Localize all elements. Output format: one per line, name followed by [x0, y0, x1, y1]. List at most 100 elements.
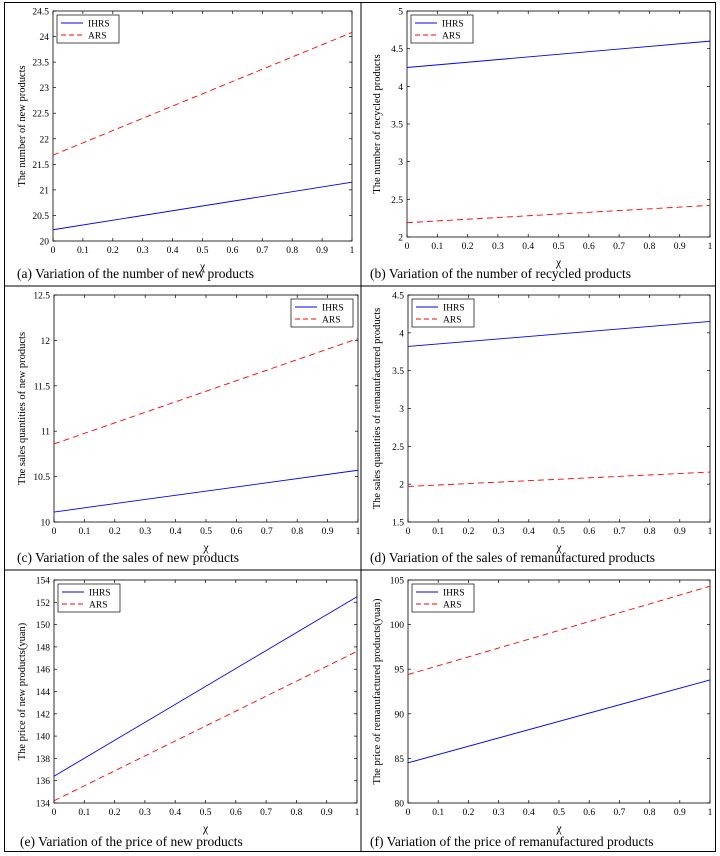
chart-panel-c: 0 0.1 0.2 0.3 0.4 0.5 0.6 0.7 0.8 0.9 1 10 10.5 11 11.…: [17, 292, 361, 566]
x-tick-label: 1: [708, 527, 713, 537]
plot-frame-a: [52, 10, 353, 242]
x-tick-label: 0.7: [613, 527, 625, 537]
series-line-ihrs: [406, 40, 711, 68]
x-tick-label: 0.8: [286, 246, 298, 256]
y-axis-label: The number of new products: [17, 65, 28, 186]
legend-box: [57, 583, 121, 613]
y-tick-label: 3: [398, 158, 403, 168]
legend: IHRS ARS: [57, 583, 121, 613]
legend-label-ihrs: IHRS: [443, 304, 465, 314]
x-tick-label: 1: [350, 246, 355, 256]
series-line-ars: [407, 585, 711, 675]
legend-box: [411, 583, 475, 613]
legend-box: [410, 14, 474, 44]
x-tick-label: 0: [52, 527, 57, 537]
legend-label-ihrs: IHRS: [443, 589, 465, 599]
x-tick-label: 0.9: [322, 527, 334, 537]
x-tick-label: 0.2: [109, 527, 121, 537]
y-tick-label: 24.5: [32, 8, 49, 18]
caption-d: (d) Variation of the sales of remanufact…: [370, 550, 655, 565]
x-tick-label: 0.4: [523, 527, 535, 537]
plot-frame-e: [53, 579, 358, 804]
x-tick-label: 0.3: [137, 246, 149, 256]
x-tick-label: 0.4: [522, 242, 534, 252]
series-line-ars: [52, 32, 353, 156]
y-tick-label: 105: [390, 577, 405, 587]
series-line-ihrs: [52, 181, 353, 231]
x-tick-label: 1: [355, 808, 360, 818]
y-tick-label: 150: [36, 621, 51, 631]
x-tick-label: 0: [406, 527, 411, 537]
x-tick-label: 0.7: [613, 242, 625, 252]
x-tick-label: 0.1: [78, 808, 90, 818]
legend-box: [411, 298, 475, 328]
y-tick-label: 23: [40, 84, 50, 94]
y-tick-label: 23.5: [32, 59, 49, 69]
caption-b: (b) Variation of the number of recycled …: [370, 266, 631, 281]
x-axis-label: χ: [202, 540, 209, 554]
y-tick-label: 2.5: [391, 196, 403, 206]
y-tick-label: 2: [399, 481, 404, 491]
chart-panel-f: 0 0.1 0.2 0.3 0.4 0.5 0.6 0.7 0.8 0.9 1 80 85 90 95 100…: [370, 577, 713, 850]
x-tick-label: 0.4: [523, 808, 535, 818]
x-tick-label: 0.9: [674, 527, 686, 537]
x-tick-label: 0: [406, 808, 411, 818]
x-tick-label: 0.6: [230, 527, 242, 537]
x-tick-label: 0.2: [462, 808, 474, 818]
plot-frame-d: [407, 294, 711, 523]
y-tick-label: 22: [40, 135, 50, 145]
y-tick-label: 146: [36, 666, 51, 676]
x-tick-label: 0.1: [77, 246, 89, 256]
x-tick-label: 0: [405, 242, 410, 252]
chart-panel-d: 0 0.1 0.2 0.3 0.4 0.5 0.6 0.7 0.8 0.9 1 1.5 2 2.5 3 3.5…: [370, 292, 713, 566]
x-axis-label: χ: [555, 821, 562, 835]
y-axis-label: The sales quantities of remanufactured p…: [372, 308, 383, 509]
x-tick-label: 0.4: [167, 246, 179, 256]
legend: IHRS ARS: [411, 583, 475, 613]
x-tick-label: 0.1: [432, 527, 444, 537]
x-tick-label: 0.7: [260, 808, 272, 818]
y-tick-label: 134: [36, 800, 51, 810]
x-tick-label: 0.6: [583, 527, 595, 537]
x-tick-label: 0.8: [644, 527, 656, 537]
y-tick-label: 85: [395, 755, 405, 765]
x-tick-label: 0.3: [139, 808, 151, 818]
legend: IHRS ARS: [411, 298, 475, 328]
x-tick-label: 0.1: [78, 527, 90, 537]
legend-label-ihrs: IHRS: [89, 589, 111, 599]
x-tick-label: 0.1: [431, 242, 443, 252]
x-tick-label: 0.8: [290, 808, 302, 818]
y-tick-label: 95: [395, 666, 405, 676]
y-axis-label: The number of recycled products: [372, 54, 383, 193]
caption-a: (a) Variation of the number of new produ…: [17, 266, 254, 281]
x-tick-label: 0.3: [492, 242, 504, 252]
x-tick-label: 0.7: [613, 808, 625, 818]
x-tick-label: 0.3: [493, 808, 505, 818]
y-tick-label: 138: [36, 755, 51, 765]
x-axis-label: χ: [555, 255, 562, 269]
x-tick-label: 0.6: [583, 808, 595, 818]
x-tick-label: 0.6: [230, 808, 242, 818]
x-tick-label: 0.6: [583, 242, 595, 252]
x-tick-label: 0.5: [200, 527, 212, 537]
y-tick-label: 21.5: [32, 161, 49, 171]
x-tick-label: 0.2: [109, 808, 121, 818]
caption-c: (c) Variation of the sales of new produc…: [17, 550, 239, 565]
series-line-ars: [53, 650, 358, 802]
x-tick-label: 1: [356, 527, 361, 537]
caption-f: (f) Variation of the price of remanufact…: [370, 834, 654, 849]
y-tick-label: 80: [395, 800, 405, 810]
y-tick-label: 24: [40, 33, 50, 43]
y-tick-label: 21: [40, 186, 50, 196]
x-tick-label: 1: [708, 242, 713, 252]
x-tick-label: 0.5: [553, 808, 565, 818]
x-axis-label: χ: [555, 540, 562, 554]
y-tick-label: 3.5: [392, 367, 404, 377]
y-tick-label: 3: [399, 405, 404, 415]
y-tick-label: 12: [41, 337, 51, 347]
y-axis-label: The sales quantities of new products: [17, 332, 28, 485]
x-tick-label: 0.8: [644, 808, 656, 818]
series-line-ars: [406, 204, 711, 224]
legend-label-ihrs: IHRS: [88, 20, 110, 30]
